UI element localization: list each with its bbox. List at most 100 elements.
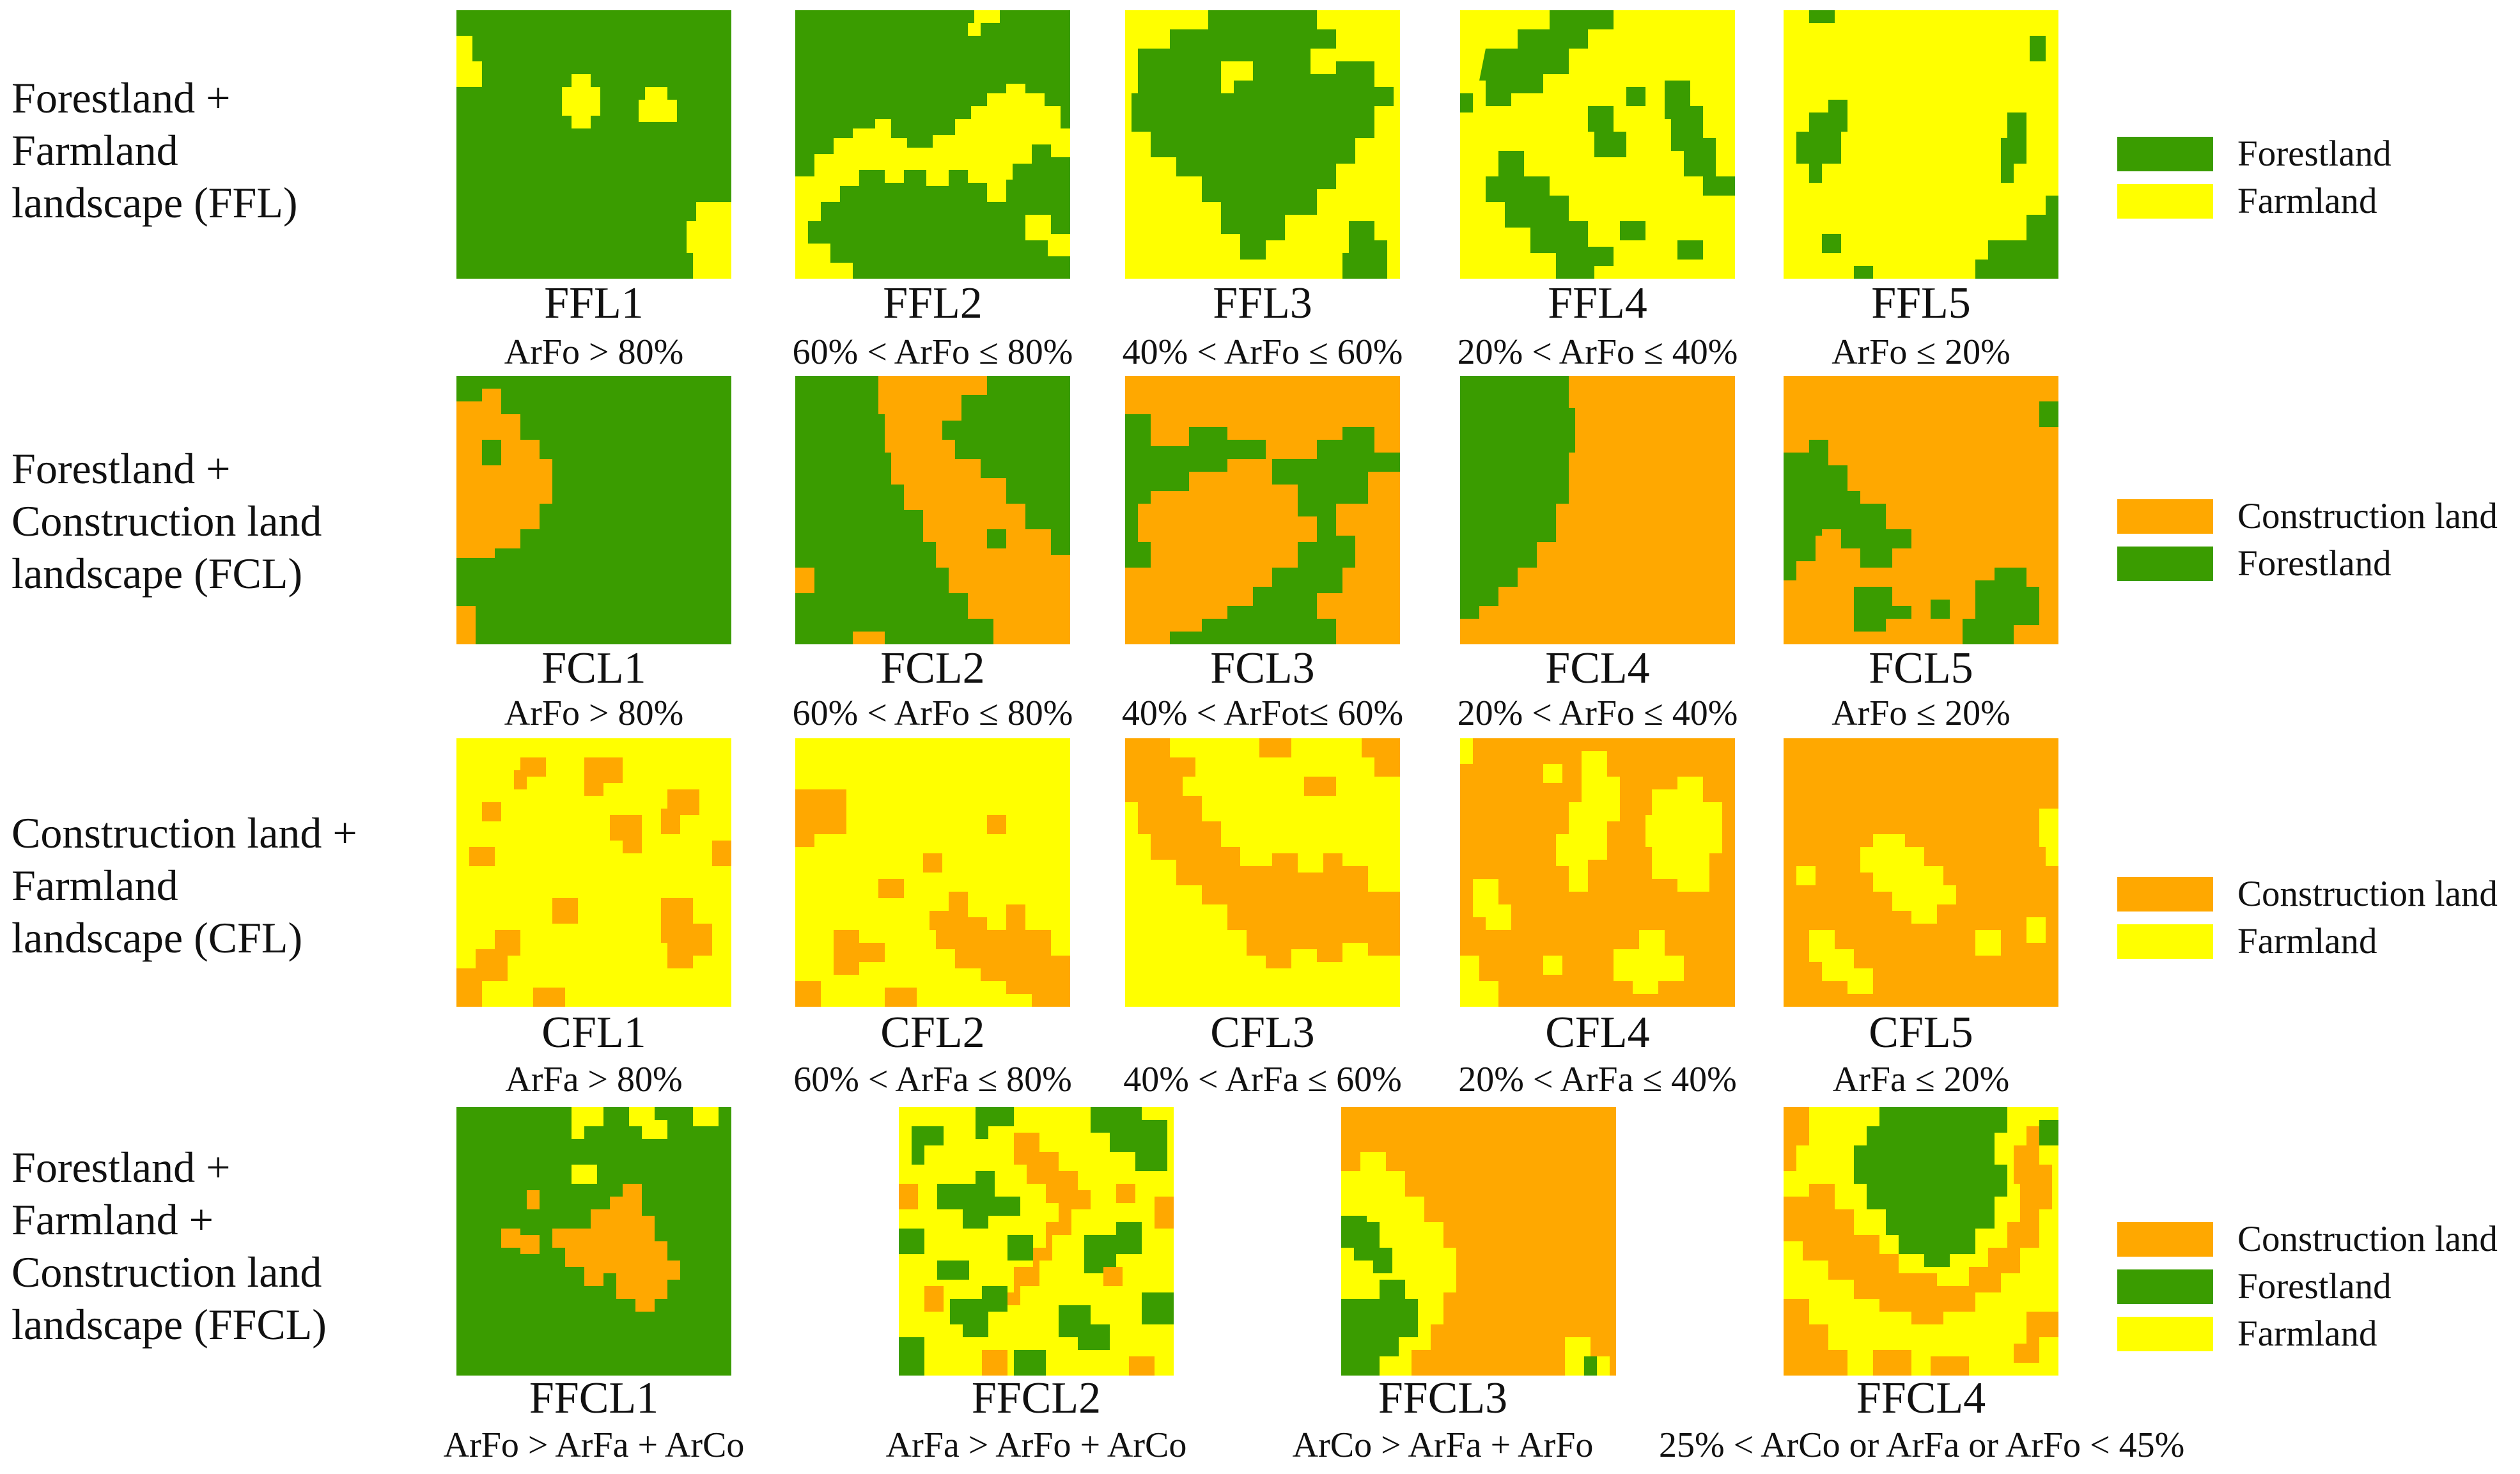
tile-ffl3 bbox=[1125, 10, 1400, 279]
tile-subtitle: 40% < ArFo ≤ 60% bbox=[1122, 332, 1403, 372]
tile-ffcl3 bbox=[1341, 1107, 1616, 1376]
legend-label: Construction land bbox=[2237, 496, 2498, 536]
legend-swatch-construction bbox=[2117, 877, 2213, 912]
legend-label: Forestland bbox=[2237, 134, 2392, 174]
tile-title: FFL2 bbox=[883, 279, 983, 328]
tile-fcl1 bbox=[456, 376, 731, 644]
tile-subtitle: ArFo > 80% bbox=[504, 332, 684, 372]
tile-subtitle: ArFo ≤ 20% bbox=[1832, 694, 2011, 733]
tile-subtitle: ArFa ≤ 20% bbox=[1832, 1060, 2010, 1099]
row-label-line: Construction land + bbox=[12, 809, 357, 857]
map-cfl5 bbox=[1784, 738, 2058, 1007]
legend-swatch-farmland bbox=[2117, 924, 2213, 959]
tile-subtitle: 40% < ArFa ≤ 60% bbox=[1123, 1060, 1402, 1099]
row-label-line: Construction land bbox=[12, 497, 322, 545]
legend-swatch-construction bbox=[2117, 1222, 2213, 1257]
row-label-fcl: Forestland + Construction land landscape… bbox=[12, 442, 446, 600]
tile-title: FFL1 bbox=[544, 279, 644, 328]
tile-title: FFCL2 bbox=[971, 1374, 1101, 1423]
row-label-line: Forestland + bbox=[12, 1143, 231, 1191]
legend-label: Forestland bbox=[2237, 543, 2392, 584]
tile-cfl5 bbox=[1784, 738, 2058, 1007]
tile-subtitle: ArFa > 80% bbox=[505, 1060, 683, 1099]
legend-label: Farmland bbox=[2237, 181, 2377, 221]
tile-ffl5 bbox=[1784, 10, 2058, 279]
map-fcl5 bbox=[1784, 376, 2058, 644]
row-label-ffl: Forestland + Farmland landscape (FFL) bbox=[12, 72, 446, 229]
tile-title: FCL4 bbox=[1545, 644, 1650, 693]
tile-subtitle: ArFo ≤ 20% bbox=[1832, 332, 2011, 372]
legend-swatch-construction bbox=[2117, 499, 2213, 534]
tile-title: CFL5 bbox=[1869, 1008, 1973, 1057]
tile-subtitle: ArFa > ArFo + ArCo bbox=[885, 1425, 1187, 1465]
legend-label: Farmland bbox=[2237, 1314, 2377, 1354]
tile-ffcl4 bbox=[1784, 1107, 2058, 1376]
tile-fcl4 bbox=[1460, 376, 1735, 644]
tile-fcl3 bbox=[1125, 376, 1400, 644]
tile-cfl3 bbox=[1125, 738, 1400, 1007]
legend-swatch-farmland bbox=[2117, 1317, 2213, 1351]
tile-ffcl2 bbox=[899, 1107, 1174, 1376]
map-cfl2 bbox=[795, 738, 1070, 1007]
tile-title: FFL5 bbox=[1871, 279, 1971, 328]
row-label-line: Farmland bbox=[12, 861, 178, 910]
tile-subtitle: 60% < ArFo ≤ 80% bbox=[792, 332, 1073, 372]
tile-fcl2 bbox=[795, 376, 1070, 644]
tile-title: FFCL4 bbox=[1856, 1374, 1986, 1423]
map-fcl4 bbox=[1460, 376, 1735, 644]
tile-title: FFCL3 bbox=[1378, 1374, 1508, 1423]
tile-title: CFL2 bbox=[880, 1008, 985, 1057]
tile-cfl4 bbox=[1460, 738, 1735, 1007]
row-label-line: Farmland + bbox=[12, 1195, 214, 1244]
tile-title: CFL3 bbox=[1210, 1008, 1315, 1057]
tile-subtitle: 20% < ArFa ≤ 40% bbox=[1458, 1060, 1737, 1099]
tile-ffl4 bbox=[1460, 10, 1735, 279]
legend-label: Construction land bbox=[2237, 1219, 2498, 1259]
tile-title: CFL1 bbox=[541, 1008, 646, 1057]
tile-subtitle: 60% < ArFa ≤ 80% bbox=[793, 1060, 1072, 1099]
map-fcl1 bbox=[456, 376, 731, 644]
tile-ffcl1 bbox=[456, 1107, 731, 1376]
row-label-line: landscape (FFL) bbox=[12, 178, 298, 227]
row-label-line: Construction land bbox=[12, 1248, 322, 1296]
legend-swatch-farmland bbox=[2117, 184, 2213, 219]
tile-title: FFCL1 bbox=[529, 1374, 659, 1423]
map-ffl1 bbox=[456, 10, 731, 279]
tile-subtitle: ArFo > 80% bbox=[504, 694, 684, 733]
tile-cfl2 bbox=[795, 738, 1070, 1007]
tile-cfl1 bbox=[456, 738, 731, 1007]
map-ffcl1 bbox=[456, 1107, 731, 1376]
tile-ffl1 bbox=[456, 10, 731, 279]
row-label-line: landscape (CFL) bbox=[12, 913, 303, 962]
tile-fcl5 bbox=[1784, 376, 2058, 644]
row-label-cfl: Construction land + Farmland landscape (… bbox=[12, 807, 446, 964]
map-fcl3 bbox=[1125, 376, 1400, 644]
tile-title: FFL3 bbox=[1213, 279, 1312, 328]
map-cfl1 bbox=[456, 738, 731, 1007]
tile-ffl2 bbox=[795, 10, 1070, 279]
legend-label: Construction land bbox=[2237, 874, 2498, 914]
tile-subtitle: 25% < ArCo or ArFa or ArFo < 45% bbox=[1659, 1425, 2185, 1465]
map-ffl2 bbox=[795, 10, 1070, 279]
legend-swatch-forestland bbox=[2117, 547, 2213, 581]
map-ffcl4 bbox=[1784, 1107, 2058, 1376]
map-fcl2 bbox=[795, 376, 1070, 644]
row-label-line: Forestland + bbox=[12, 74, 231, 122]
row-label-ffcl: Forestland + Farmland + Construction lan… bbox=[12, 1141, 446, 1351]
map-cfl3 bbox=[1125, 738, 1400, 1007]
map-ffl3 bbox=[1125, 10, 1400, 279]
tile-title: CFL4 bbox=[1545, 1008, 1650, 1057]
tile-subtitle: 40% < ArFot≤ 60% bbox=[1121, 694, 1404, 733]
legend-swatch-forestland bbox=[2117, 137, 2213, 171]
map-ffl4 bbox=[1460, 10, 1735, 279]
row-label-line: Farmland bbox=[12, 126, 178, 175]
tile-title: FCL1 bbox=[541, 644, 646, 693]
tile-title: FCL5 bbox=[1869, 644, 1973, 693]
map-ffl5 bbox=[1784, 10, 2058, 279]
map-ffcl2 bbox=[899, 1107, 1174, 1376]
legend-label: Forestland bbox=[2237, 1266, 2392, 1307]
row-label-line: landscape (FCL) bbox=[12, 549, 303, 598]
tile-subtitle: 20% < ArFo ≤ 40% bbox=[1457, 694, 1738, 733]
tile-subtitle: 20% < ArFo ≤ 40% bbox=[1457, 332, 1738, 372]
tile-subtitle: 60% < ArFo ≤ 80% bbox=[792, 694, 1073, 733]
